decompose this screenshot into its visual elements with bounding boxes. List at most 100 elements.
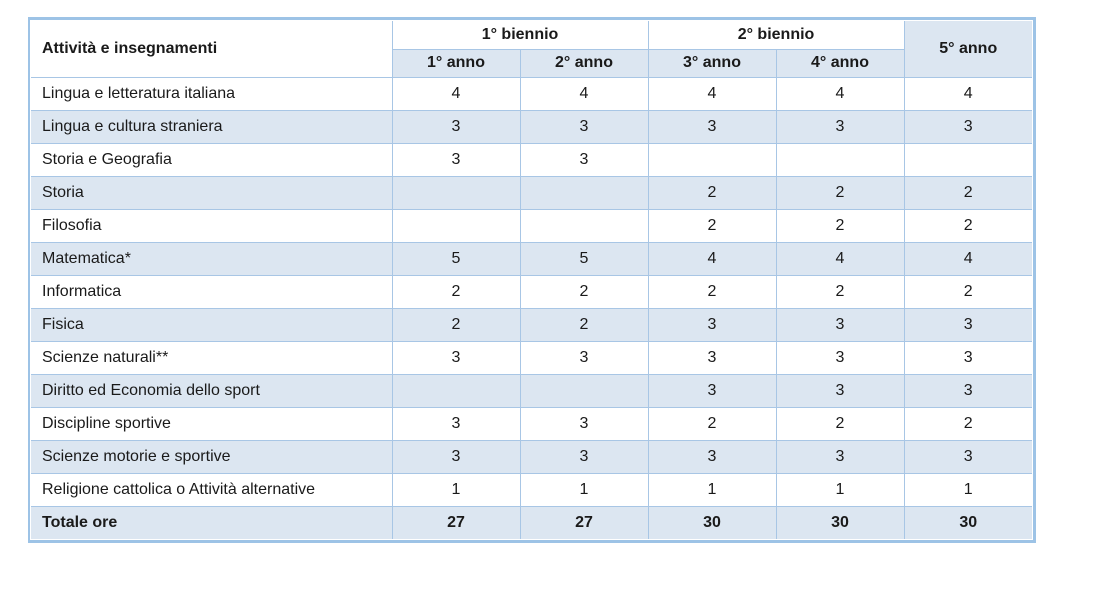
hours-cell: 27 xyxy=(391,505,521,539)
row-label: Lingua e letteratura italiana xyxy=(31,76,393,111)
table-row: Lingua e letteratura italiana 4 4 4 4 4 xyxy=(31,76,1032,111)
table-row: Matematica* 5 5 4 4 4 xyxy=(31,241,1032,276)
hours-cell: 2 xyxy=(775,175,905,210)
hours-cell: 3 xyxy=(903,307,1032,342)
hours-cell: 3 xyxy=(391,109,521,144)
row-label: Informatica xyxy=(31,274,393,309)
row-label: Discipline sportive xyxy=(31,406,393,441)
hours-cell xyxy=(903,142,1032,177)
table-row: Storia e Geografia 3 3 xyxy=(31,142,1032,177)
hours-cell: 3 xyxy=(775,307,905,342)
column-header-activities: Attività e insegnamenti xyxy=(31,21,393,78)
row-label: Storia e Geografia xyxy=(31,142,393,177)
hours-cell: 3 xyxy=(519,406,649,441)
total-row: Totale ore 27 27 30 30 30 xyxy=(31,505,1032,539)
header-row-groups: Attività e insegnamenti 1° biennio 2° bi… xyxy=(31,21,1032,78)
row-label: Scienze motorie e sportive xyxy=(31,439,393,474)
column-header-anno-5: 5° anno xyxy=(903,21,1032,78)
hours-cell xyxy=(519,208,649,243)
table-row: Religione cattolica o Attività alternati… xyxy=(31,472,1032,507)
column-header-anno-3: 3° anno xyxy=(647,48,777,78)
table-body: Lingua e letteratura italiana 4 4 4 4 4 Lingua… xyxy=(31,76,1032,539)
hours-cell: 3 xyxy=(519,109,649,144)
hours-cell: 30 xyxy=(903,505,1032,539)
hours-cell: 1 xyxy=(519,472,649,507)
hours-cell: 2 xyxy=(775,274,905,309)
hours-cell xyxy=(519,373,649,408)
hours-cell: 1 xyxy=(391,472,521,507)
row-label: Matematica* xyxy=(31,241,393,276)
hours-cell: 3 xyxy=(775,439,905,474)
curriculum-table: Attività e insegnamenti 1° biennio 2° bi… xyxy=(31,21,1032,539)
row-label: Lingua e cultura straniera xyxy=(31,109,393,144)
hours-cell: 2 xyxy=(647,406,777,441)
hours-cell: 4 xyxy=(903,241,1032,276)
hours-cell: 3 xyxy=(391,340,521,375)
hours-cell: 27 xyxy=(519,505,649,539)
hours-cell: 3 xyxy=(775,340,905,375)
row-label: Fisica xyxy=(31,307,393,342)
hours-cell: 3 xyxy=(519,340,649,375)
hours-cell: 4 xyxy=(775,76,905,111)
table-row: Filosofia 2 2 2 xyxy=(31,208,1032,243)
row-label: Totale ore xyxy=(31,505,393,539)
hours-cell: 1 xyxy=(903,472,1032,507)
hours-cell xyxy=(647,142,777,177)
hours-cell: 3 xyxy=(391,142,521,177)
column-group-biennio-1: 1° biennio xyxy=(391,21,649,50)
hours-cell: 2 xyxy=(647,208,777,243)
hours-cell: 30 xyxy=(647,505,777,539)
row-label: Filosofia xyxy=(31,208,393,243)
hours-cell: 2 xyxy=(519,307,649,342)
table-row: Fisica 2 2 3 3 3 xyxy=(31,307,1032,342)
hours-cell: 4 xyxy=(391,76,521,111)
hours-cell: 4 xyxy=(903,76,1032,111)
hours-cell: 2 xyxy=(391,274,521,309)
hours-cell: 3 xyxy=(903,340,1032,375)
hours-cell: 3 xyxy=(519,439,649,474)
hours-cell: 1 xyxy=(775,472,905,507)
table-row: Discipline sportive 3 3 2 2 2 xyxy=(31,406,1032,441)
column-header-anno-4: 4° anno xyxy=(775,48,904,78)
hours-cell: 3 xyxy=(903,109,1032,144)
hours-cell xyxy=(519,175,649,210)
row-label: Storia xyxy=(31,175,393,210)
hours-cell: 5 xyxy=(519,241,649,276)
hours-cell: 2 xyxy=(391,307,521,342)
hours-cell: 3 xyxy=(903,439,1032,474)
hours-cell: 3 xyxy=(647,307,777,342)
curriculum-table-frame: Attività e insegnamenti 1° biennio 2° bi… xyxy=(28,17,1036,543)
table-row: Lingua e cultura straniera 3 3 3 3 3 xyxy=(31,109,1032,144)
hours-cell: 4 xyxy=(775,241,905,276)
hours-cell: 3 xyxy=(391,406,521,441)
hours-cell: 2 xyxy=(903,274,1032,309)
table-row: Storia 2 2 2 xyxy=(31,175,1032,210)
hours-cell: 5 xyxy=(391,241,521,276)
column-header-anno-2: 2° anno xyxy=(519,48,649,78)
table-row: Diritto ed Economia dello sport 3 3 3 xyxy=(31,373,1032,408)
hours-cell: 2 xyxy=(775,406,905,441)
hours-cell: 3 xyxy=(647,340,777,375)
hours-cell: 2 xyxy=(647,175,777,210)
hours-cell: 3 xyxy=(775,373,905,408)
hours-cell: 3 xyxy=(647,373,777,408)
hours-cell: 3 xyxy=(775,109,905,144)
hours-cell: 2 xyxy=(903,208,1032,243)
hours-cell xyxy=(391,175,521,210)
hours-cell xyxy=(775,142,905,177)
hours-cell: 3 xyxy=(647,109,777,144)
hours-cell: 2 xyxy=(903,175,1032,210)
table-row: Scienze naturali** 3 3 3 3 3 xyxy=(31,340,1032,375)
hours-cell: 3 xyxy=(391,439,521,474)
hours-cell: 3 xyxy=(519,142,649,177)
hours-cell xyxy=(391,208,521,243)
hours-cell: 2 xyxy=(775,208,905,243)
hours-cell: 4 xyxy=(647,76,777,111)
table-header: Attività e insegnamenti 1° biennio 2° bi… xyxy=(31,21,1032,78)
hours-cell: 30 xyxy=(775,505,905,539)
hours-cell: 3 xyxy=(647,439,777,474)
column-group-biennio-2: 2° biennio xyxy=(647,21,905,50)
hours-cell: 1 xyxy=(647,472,777,507)
hours-cell: 4 xyxy=(647,241,777,276)
